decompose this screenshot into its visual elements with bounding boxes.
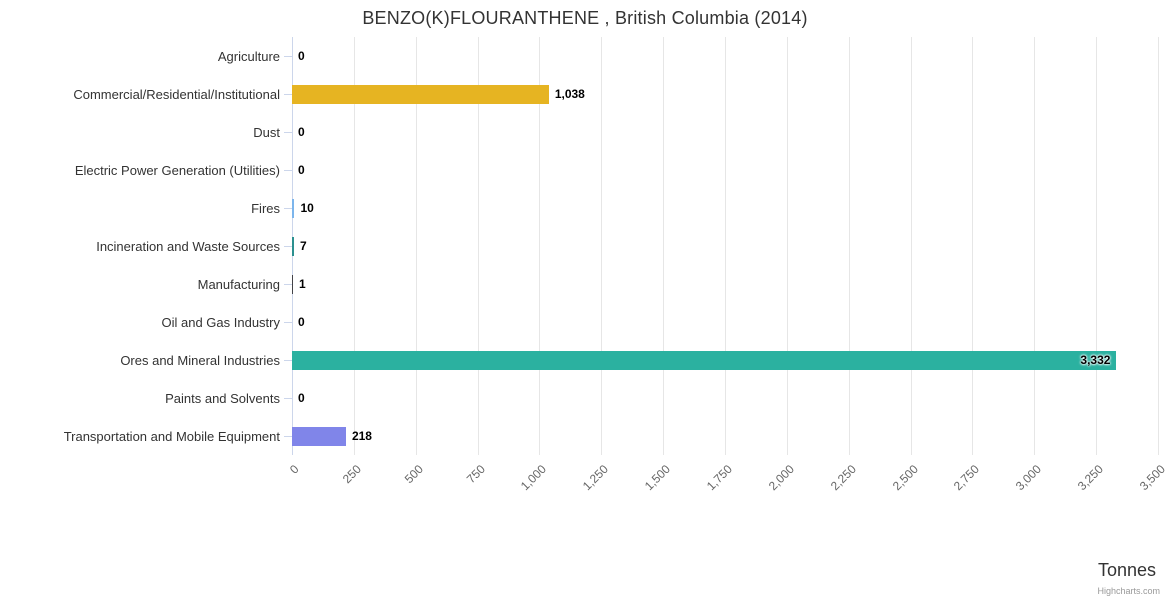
x-axis-spacer (0, 455, 292, 537)
bar-value-label: 1,038 (554, 87, 585, 101)
gridline (477, 37, 479, 455)
bar[interactable] (292, 84, 549, 104)
gridline (601, 37, 603, 455)
bar-value-label: 7 (300, 239, 307, 253)
bar-value-label: 218 (351, 429, 372, 443)
bar-value-label: 0 (298, 125, 305, 139)
category-label: Transportation and Mobile Equipment (63, 428, 280, 444)
gridline (786, 37, 788, 455)
gridline (848, 37, 850, 455)
category-tick (284, 246, 292, 247)
chart-row: 3,332 (284, 341, 1158, 379)
category-tick (284, 284, 292, 285)
category-label: Incineration and Waste Sources (96, 238, 280, 254)
x-tick-label: 750 (463, 462, 488, 487)
gridline (1096, 37, 1098, 455)
category-label: Paints and Solvents (165, 390, 280, 406)
gridline (663, 37, 665, 455)
category-tick (284, 436, 292, 437)
chart-row: 0 (284, 303, 1158, 341)
chart-row: 0 (284, 379, 1158, 417)
x-tick-label: 2,000 (765, 462, 797, 494)
bar-value-label: 0 (298, 391, 305, 405)
category-tick (284, 132, 292, 133)
category-axis: Agriculture Commercial/Residential/Instit… (0, 37, 292, 455)
gridline (1158, 37, 1159, 455)
gridline (539, 37, 541, 455)
category-label: Fires (251, 200, 280, 216)
plot-area: Agriculture Commercial/Residential/Instit… (0, 37, 1170, 455)
x-tick-label: 500 (401, 462, 426, 487)
gridline (725, 37, 726, 455)
category-label: Dust (253, 124, 280, 140)
chart-title: BENZO(K)FLOURANTHENE , British Columbia … (362, 8, 808, 28)
category-label: Oil and Gas Industry (161, 314, 281, 330)
gridline (353, 37, 355, 455)
x-tick-label: 3,500 (1136, 462, 1168, 494)
x-tick-label: 3,000 (1013, 462, 1045, 494)
bar[interactable] (292, 198, 295, 218)
plot-col: 0 1,038 0 0 10 7 1 0 3,332 0 218 (284, 37, 1159, 455)
category-label: Manufacturing (197, 276, 280, 292)
bar-value-label: 0 (298, 315, 305, 329)
bar-value-label: 3,332 (1080, 353, 1111, 367)
chart-row: 10 (284, 189, 1158, 227)
chart-row: 0 (284, 151, 1158, 189)
x-axis: 0 250 500 750 1,000 1,250 1,500 1,750 2,000 2,250… (287, 455, 1168, 537)
category-label: Electric Power Generation (Utilities) (74, 162, 280, 178)
chart-row: 0 (284, 37, 1158, 75)
x-axis-title: Tonnes (1097, 560, 1156, 580)
x-tick-label: 3,250 (1074, 462, 1107, 494)
gridline (910, 37, 912, 455)
category-label: Agriculture (217, 48, 280, 64)
bar[interactable] (292, 236, 294, 256)
bar-value-label: 1 (299, 277, 306, 291)
chart-row: 0 (284, 113, 1158, 151)
plot-rows: 0 1,038 0 0 10 7 1 0 3,332 0 218 (284, 37, 1158, 455)
gridline (1034, 37, 1036, 455)
category-tick (284, 398, 292, 399)
gridline (415, 37, 417, 455)
category-tick (284, 208, 292, 209)
category-tick (284, 360, 292, 361)
highcharts-credits-link[interactable]: Highcharts.com (1097, 586, 1160, 596)
bar-value-label: 0 (298, 163, 305, 177)
category-tick (284, 94, 292, 95)
bar[interactable]: 3,332 (292, 350, 1117, 370)
gridline (972, 37, 974, 455)
x-tick-label: 1,750 (703, 462, 735, 494)
x-tick-label: 2,500 (889, 462, 921, 494)
bar-value-label: 0 (298, 49, 305, 63)
x-tick-label: 1,000 (518, 462, 550, 494)
bar[interactable] (292, 426, 346, 446)
x-tick-label: 1,500 (641, 462, 674, 494)
x-tick-label: 250 (339, 462, 364, 487)
chart-row: 1 (284, 265, 1158, 303)
x-tick-label: 2,750 (951, 462, 983, 494)
category-label: Ores and Mineral Industries (120, 352, 280, 368)
chart-row: 7 (284, 227, 1158, 265)
bar[interactable] (292, 274, 293, 294)
category-tick (284, 170, 292, 171)
category-label: Commercial/Residential/Institutional (73, 86, 280, 102)
category-tick (284, 56, 292, 57)
x-tick-label: 1,250 (580, 462, 612, 494)
category-tick (284, 322, 292, 323)
chart-row: 218 (284, 417, 1158, 455)
bar-value-label: 10 (300, 201, 314, 215)
x-tick-label: 2,250 (827, 462, 859, 494)
x-axis-wrap: 0 250 500 750 1,000 1,250 1,500 1,750 2,000 2,250… (0, 455, 1170, 537)
chart-row: 1,038 (284, 75, 1158, 113)
